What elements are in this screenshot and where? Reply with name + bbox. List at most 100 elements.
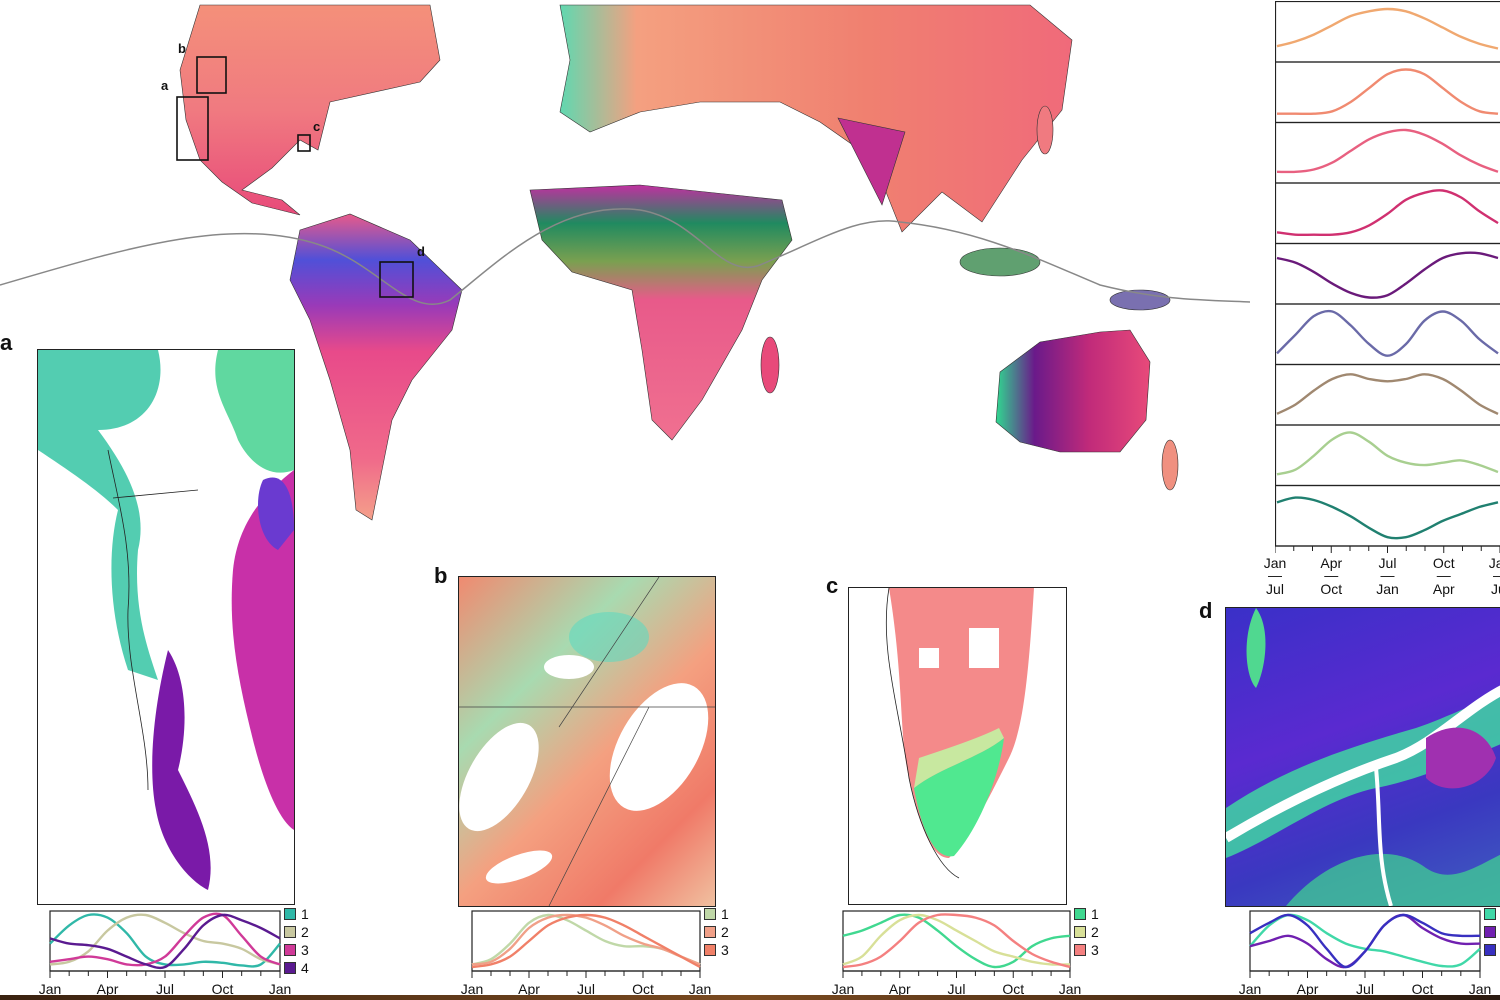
border-line (112, 489, 199, 499)
teal-region (38, 350, 161, 680)
x-tick-label-top: Oct (1432, 555, 1455, 571)
coastline (885, 588, 960, 879)
peninsula-purple (152, 650, 211, 890)
x-tick-separator: — (1493, 567, 1500, 583)
legend-item: 1 (704, 905, 729, 923)
panel-a-chart: Jan Apr Jul Oct Jan 1 2 3 4 (38, 905, 320, 1000)
profile-line-8 (1276, 431, 1499, 476)
legend-label: 2 (301, 924, 309, 940)
legend-label: 4 (301, 960, 309, 976)
legend-swatch (284, 908, 296, 920)
legend-label: 1 (301, 906, 309, 922)
legend-swatch (1074, 944, 1086, 956)
profile-line-9 (1276, 496, 1499, 540)
chart-frame (471, 910, 701, 972)
x-tick-label: Jan (38, 981, 62, 997)
inset-box-c[interactable] (297, 134, 311, 152)
x-tick-label: Jul (947, 981, 966, 997)
x-tick-label: Jan (1238, 981, 1262, 997)
legend-swatch (284, 926, 296, 938)
x-tick-label: Oct (1002, 981, 1025, 997)
no-data-patch (969, 628, 999, 668)
green-south (1286, 853, 1500, 906)
legend-item: 3 (1074, 941, 1099, 959)
x-tick-separator: — (1324, 567, 1339, 583)
legend-swatch (1484, 908, 1496, 920)
legend-swatch (1074, 926, 1086, 938)
x-tick-label: Jan (460, 981, 484, 997)
magenta-region (231, 470, 294, 830)
x-tick-label-top: Jan (1488, 555, 1500, 571)
legend-label: 3 (301, 942, 309, 958)
x-tick-label: Jul (156, 981, 174, 997)
purple-region (258, 477, 294, 550)
legend-item: 1 (1074, 905, 1099, 923)
map-label-d: d (417, 244, 425, 259)
profile-line-1 (1276, 7, 1499, 50)
panel-b-chart: Jan Apr Jul Oct Jan 1 2 3 (460, 905, 732, 1000)
profile-box (1275, 1, 1500, 63)
legend-item: 1 (284, 905, 309, 923)
x-tick-label: Jul (1356, 981, 1374, 997)
x-tick-label-bottom: Jan (1376, 581, 1399, 597)
lime-zone (914, 728, 1004, 788)
x-tick-label: Oct (1411, 981, 1434, 997)
legend-item (1484, 941, 1500, 959)
x-tick-label: Apr (888, 981, 911, 997)
legend-swatch (1484, 926, 1496, 938)
x-tick-label: Apr (518, 981, 540, 997)
panel-d-map (1225, 607, 1500, 907)
seam-line (0, 208, 1251, 306)
legend-label: 3 (1091, 942, 1099, 958)
series-line-3 (49, 912, 281, 967)
profile-line-5 (1276, 251, 1499, 299)
series-line-1 (49, 913, 281, 968)
inset-box-a[interactable] (176, 96, 209, 161)
legend-item: 2 (704, 923, 729, 941)
no-data-patch (544, 655, 594, 679)
panel-label-b: b (434, 563, 448, 588)
x-tick-label-top: Apr (1320, 555, 1343, 571)
series-line-1 (842, 913, 1071, 969)
series-line-2 (471, 913, 701, 966)
series-line-2 (842, 913, 1071, 966)
florida-green (914, 738, 1004, 857)
x-tick-label-top: Jan (1263, 555, 1287, 571)
profile-line-4 (1276, 189, 1499, 237)
south-america (289, 213, 463, 521)
panel-b-map (458, 576, 716, 907)
panel-c-map (848, 587, 1067, 905)
legend-item: 2 (1074, 923, 1099, 941)
panel-label-c: c (826, 573, 839, 598)
x-tick-separator: — (1380, 567, 1395, 583)
panel-a-map (37, 349, 295, 905)
x-tick-label-bottom: Oct (1320, 581, 1343, 597)
legend-label: 1 (1091, 906, 1099, 922)
series-line-3 (471, 913, 701, 969)
river (1226, 685, 1500, 843)
no-data-patch (485, 850, 553, 884)
legend-swatch (1074, 908, 1086, 920)
legend-swatch (284, 944, 296, 956)
legend-label: 3 (721, 942, 729, 958)
inset-box-b[interactable] (196, 56, 227, 94)
x-tick-label-bottom: Jul (1491, 581, 1500, 597)
series-line-4 (49, 913, 281, 970)
india (837, 117, 906, 206)
africa (529, 184, 793, 441)
legend-item: 3 (284, 941, 309, 959)
no-data-patch (459, 722, 539, 832)
x-tick-label: Oct (632, 981, 654, 997)
legend-label: 1 (721, 906, 729, 922)
map-label-a: a (161, 78, 169, 93)
world-map (0, 4, 1251, 521)
legend-item: 3 (704, 941, 729, 959)
map-label-c: c (313, 119, 321, 134)
x-tick-label: Apr (1296, 981, 1319, 997)
inset-box-d[interactable] (379, 261, 414, 298)
border-line (459, 577, 715, 906)
teal-east (215, 350, 294, 473)
tributary (1374, 767, 1393, 906)
x-tick-label: Jan (1058, 981, 1082, 997)
